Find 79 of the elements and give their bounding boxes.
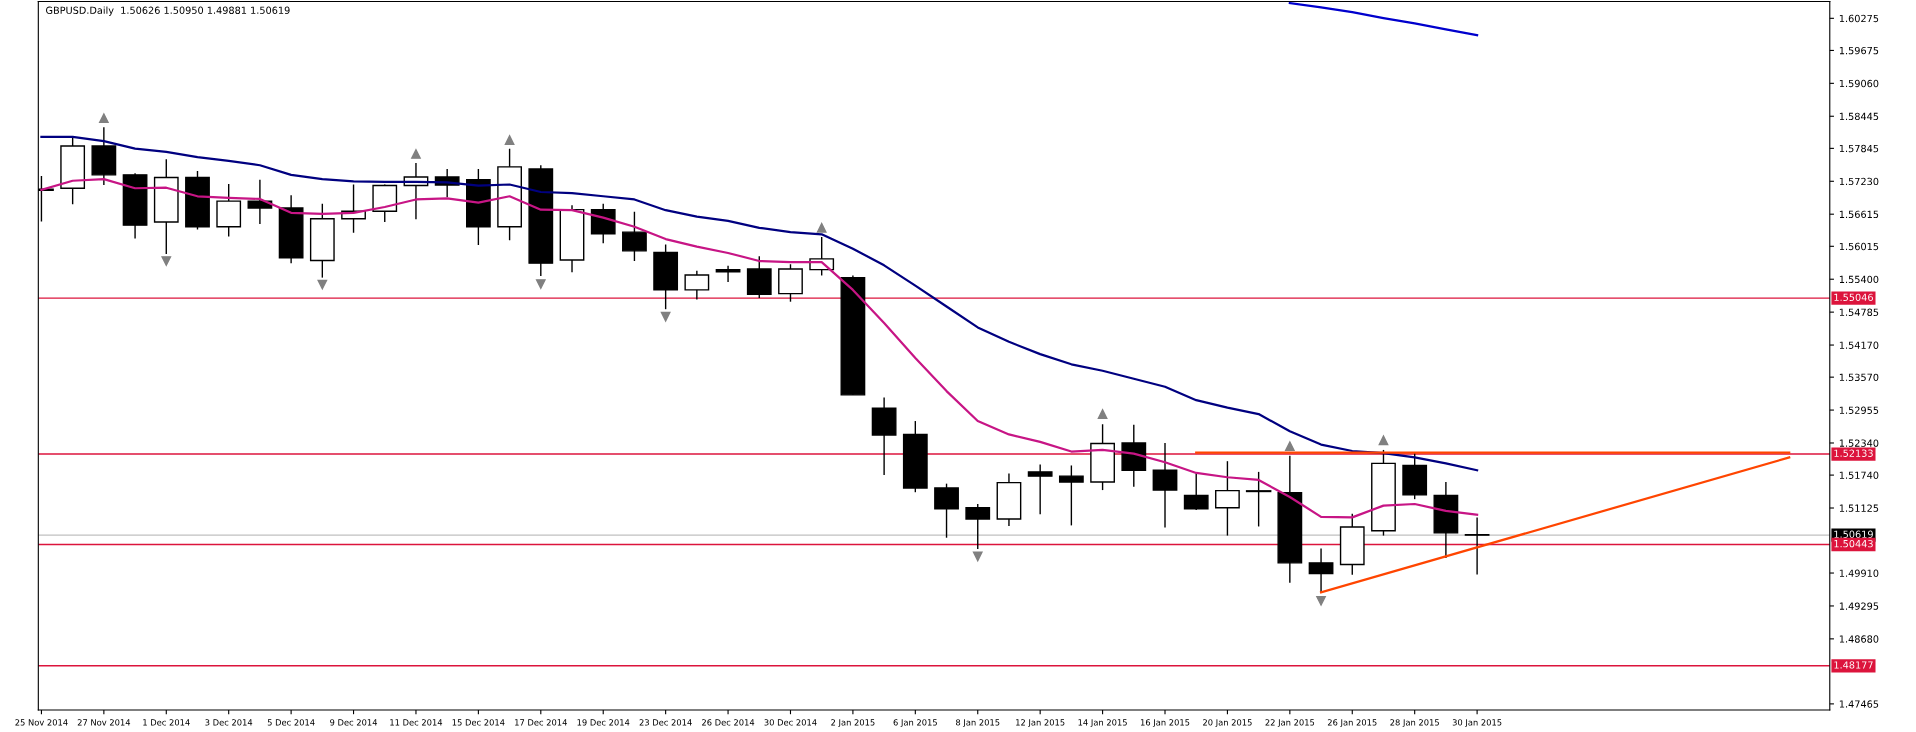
y-tick-label: 1.57230 bbox=[1839, 177, 1879, 186]
point bbox=[504, 135, 515, 145]
x-tick-label: 14 Jan 2015 bbox=[1078, 719, 1127, 728]
candlestick bbox=[965, 503, 991, 550]
y-tick-label: 1.49910 bbox=[1839, 569, 1879, 577]
y-tick-label: 1.48680 bbox=[1839, 635, 1879, 643]
line-series bbox=[40, 135, 1479, 472]
y-tick-label: 1.56615 bbox=[1839, 210, 1879, 219]
y-tick-label: 1.59675 bbox=[1839, 46, 1879, 55]
x-tick-label: 26 Dec 2014 bbox=[702, 719, 755, 726]
y-tick-label: 1.49295 bbox=[1839, 602, 1879, 610]
y-tick-label: 1.54170 bbox=[1839, 341, 1879, 349]
x-tick-label: 27 Nov 2014 bbox=[77, 719, 131, 726]
y-tick-label: 1.51740 bbox=[1839, 471, 1879, 479]
x-tick-label: 23 Dec 2014 bbox=[639, 719, 692, 726]
point bbox=[1378, 435, 1389, 446]
candlestick bbox=[1058, 464, 1084, 527]
candlestick bbox=[247, 178, 273, 225]
ref-line-label: 1.50619 bbox=[1834, 530, 1873, 538]
y-tick-label: 1.53570 bbox=[1839, 373, 1879, 381]
point bbox=[411, 149, 421, 159]
x-tick-label: 5 Dec 2014 bbox=[267, 719, 315, 726]
candlestick bbox=[1027, 463, 1053, 515]
y-tick-label: 1.54785 bbox=[1839, 308, 1879, 316]
candlestick bbox=[934, 482, 959, 539]
x-tick-label: 15 Dec 2014 bbox=[452, 719, 505, 726]
y-tick-label: 1.58445 bbox=[1839, 112, 1879, 121]
x-tick-label: 8 Jan 2015 bbox=[955, 719, 1000, 728]
candlestick bbox=[1152, 442, 1178, 529]
x-tick-label: 9 Dec 2014 bbox=[330, 719, 378, 726]
point bbox=[660, 311, 671, 322]
x-tick-label: 22 Jan 2015 bbox=[1265, 719, 1315, 728]
candlestick bbox=[1183, 472, 1209, 511]
y-tick-label: 1.47465 bbox=[1839, 700, 1879, 708]
point bbox=[317, 279, 328, 290]
ref-line-label: 1.48177 bbox=[1834, 661, 1873, 669]
point bbox=[161, 256, 172, 266]
ref-line-label: 1.55046 bbox=[1834, 293, 1873, 301]
point bbox=[1284, 441, 1295, 452]
x-tick-label: 11 Dec 2014 bbox=[390, 719, 443, 726]
x-tick-label: 30 Dec 2014 bbox=[764, 719, 817, 726]
point bbox=[98, 113, 109, 123]
candlestick bbox=[1464, 516, 1490, 576]
candlestick bbox=[1308, 547, 1334, 593]
x-tick-label: 12 Jan 2015 bbox=[1016, 719, 1065, 728]
x-tick-label: 19 Dec 2014 bbox=[577, 719, 630, 726]
x-tick-label: 25 Nov 2014 bbox=[15, 719, 68, 726]
point bbox=[816, 222, 827, 233]
ref-line-label: 1.50443 bbox=[1834, 539, 1873, 548]
x-tick-label: 6 Jan 2015 bbox=[893, 719, 937, 728]
x-tick-label: 26 Jan 2015 bbox=[1327, 719, 1377, 728]
y-tick-label: 1.59060 bbox=[1839, 79, 1879, 88]
y-tick-label: 1.60275 bbox=[1839, 14, 1879, 23]
candlestick bbox=[684, 269, 710, 301]
y-tick-label: 1.56015 bbox=[1839, 242, 1879, 251]
x-tick-label: 1 Dec 2014 bbox=[143, 719, 190, 726]
point bbox=[972, 551, 983, 562]
y-tick-label: 1.52955 bbox=[1839, 406, 1879, 414]
y-tick-label: 1.55400 bbox=[1839, 275, 1879, 284]
point bbox=[1316, 596, 1326, 606]
point bbox=[535, 279, 546, 289]
x-tick-label: 2 Jan 2015 bbox=[831, 719, 875, 728]
candlestick bbox=[622, 211, 647, 262]
line-series bbox=[1288, 1, 1479, 37]
x-tick-label: 3 Dec 2014 bbox=[205, 719, 253, 726]
ref-line-label: 1.52133 bbox=[1834, 449, 1873, 457]
candlestick bbox=[1215, 460, 1240, 537]
x-tick-label: 16 Jan 2015 bbox=[1140, 719, 1190, 728]
x-tick-label: 20 Jan 2015 bbox=[1203, 719, 1252, 728]
line-series bbox=[40, 178, 1479, 519]
y-tick-label: 1.52340 bbox=[1839, 439, 1879, 447]
y-tick-label: 1.57845 bbox=[1839, 144, 1879, 153]
x-tick-label: 28 Jan 2015 bbox=[1390, 719, 1439, 728]
point bbox=[1097, 409, 1108, 419]
candlestick bbox=[1245, 471, 1272, 528]
x-tick-label: 17 Dec 2014 bbox=[515, 719, 567, 726]
x-tick-label: 30 Jan 2015 bbox=[1452, 719, 1502, 728]
chart-title: GBPUSD.Daily 1.50626 1.50950 1.49881 1.50619 bbox=[46, 6, 290, 16]
y-tick-label: 1.51125 bbox=[1839, 504, 1879, 512]
